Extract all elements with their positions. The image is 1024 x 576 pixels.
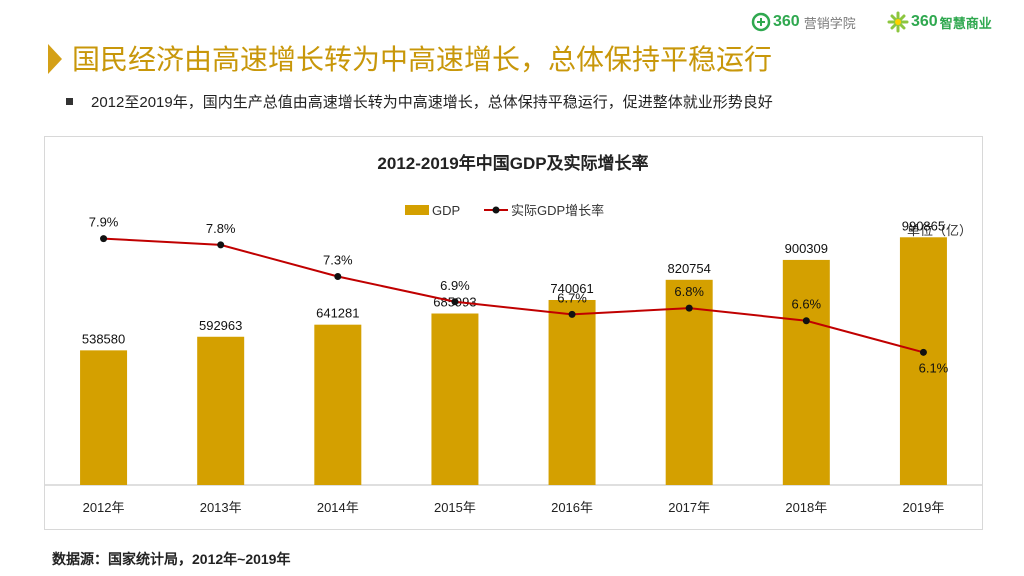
legend-label-growth: 实际GDP增长率 — [511, 203, 604, 218]
bar-label-0: 538580 — [82, 331, 125, 346]
chart-title: 2012-2019年中国GDP及实际增长率 — [377, 153, 648, 173]
x-tick-label-6: 2018年 — [785, 500, 827, 515]
bullet-text: 2012至2019年，国内生产总值由高速增长转为中高速增长，总体保持平稳运行，促… — [91, 94, 773, 111]
bar-gdp-7 — [899, 237, 947, 485]
chart-container: 2012-2019年中国GDP及实际增长率 GDP 实际GDP增长率单位（亿） 538… — [44, 136, 983, 530]
bar-label-6: 900309 — [785, 241, 828, 256]
growth-point-6 — [802, 317, 810, 325]
growth-line — [103, 237, 924, 354]
bar-gdp-3 — [431, 313, 479, 485]
growth-label-1: 7.8% — [206, 221, 236, 236]
logo1-sub: 营销学院 — [803, 15, 856, 31]
x-tick-label-7: 2019年 — [902, 500, 944, 515]
bar-gdp-4 — [548, 299, 596, 485]
x-tick-label-3: 2015年 — [434, 500, 476, 515]
bar-gdp-5 — [665, 279, 713, 485]
logo2-brand: 360 — [911, 13, 938, 30]
growth-label-6: 6.6% — [791, 297, 821, 312]
circle-logo-icon — [751, 12, 771, 32]
bar-label-5: 820754 — [667, 261, 710, 276]
x-tick-label-1: 2013年 — [200, 500, 242, 515]
bar-label-1: 592963 — [199, 318, 242, 333]
x-tick-label-5: 2017年 — [668, 500, 710, 515]
title-arrow-icon — [48, 44, 62, 74]
growth-label-5: 6.8% — [674, 284, 704, 299]
logo1-brand: 360 — [773, 13, 800, 30]
growth-point-5 — [685, 304, 693, 312]
legend-point-growth — [492, 206, 500, 214]
growth-label-2: 7.3% — [323, 253, 353, 268]
growth-label-3: 6.9% — [440, 278, 470, 293]
bar-label-4: 740061 — [550, 281, 593, 296]
page-title: 国民经济由高速增长转为中高速增长，总体保持平稳运行 — [72, 44, 773, 75]
star-logo-icon — [887, 11, 909, 33]
growth-label-7: 6.1% — [919, 360, 949, 375]
bar-gdp-1 — [197, 336, 245, 485]
growth-point-1 — [217, 241, 225, 249]
x-tick-label-2: 2014年 — [317, 500, 359, 515]
growth-point-7 — [919, 348, 927, 356]
growth-label-0: 7.9% — [89, 215, 119, 230]
bar-label-7: 990865 — [902, 218, 945, 233]
growth-point-0 — [100, 235, 108, 243]
growth-label-4: 6.7% — [557, 290, 587, 305]
source-note: 数据源：国家统计局，2012年~2019年 — [52, 551, 291, 567]
logo2-sub: 智慧商业 — [939, 15, 992, 31]
bullet-square-icon — [66, 98, 73, 105]
logo-360-academy: 360 营销学院 — [751, 10, 856, 34]
x-tick-label-0: 2012年 — [83, 500, 125, 515]
logo-360-smart-business: 360 智慧商业 — [887, 10, 992, 34]
bar-gdp-2 — [314, 324, 362, 485]
growth-point-3 — [451, 298, 459, 306]
bar-label-2: 641281 — [316, 306, 359, 321]
bar-gdp-0 — [80, 350, 128, 485]
legend-label-gdp: GDP — [432, 203, 460, 218]
growth-point-2 — [334, 273, 342, 280]
x-tick-label-4: 2016年 — [551, 500, 593, 515]
bar-gdp-6 — [782, 259, 830, 485]
unit-label: 单位（亿） — [907, 223, 972, 238]
growth-point-4 — [568, 310, 576, 318]
legend-swatch-gdp — [405, 205, 429, 215]
